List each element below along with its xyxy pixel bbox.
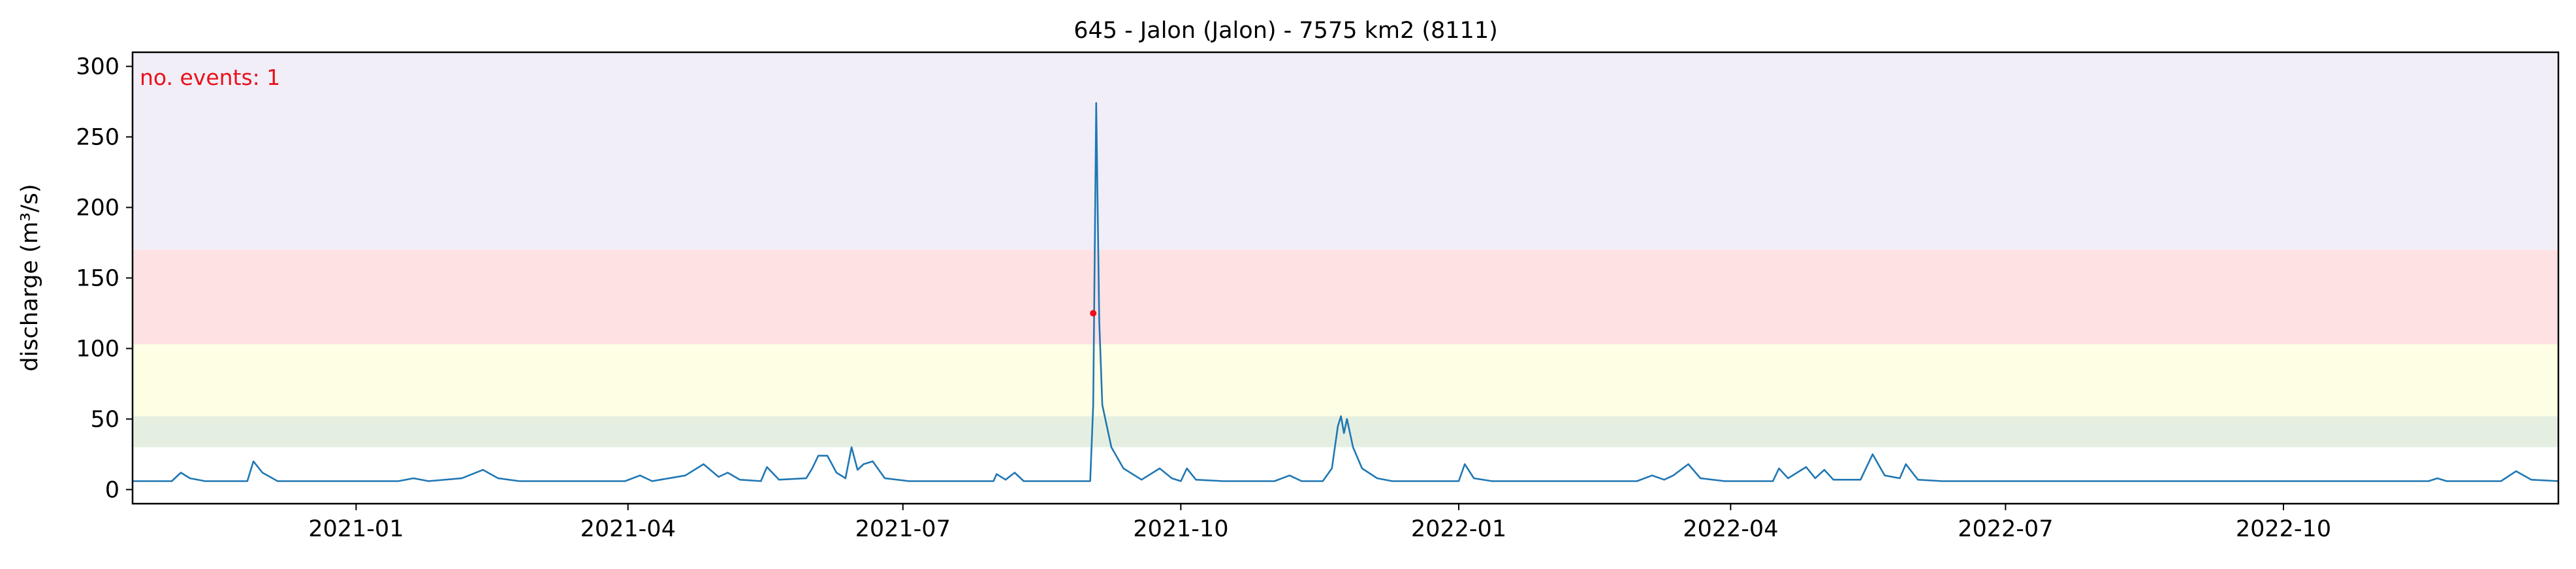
- x-tick-label-2021-10: 2021-10: [1133, 516, 1228, 542]
- x-tick-label-2021-04: 2021-04: [580, 516, 676, 542]
- x-tick-label-2022-01: 2022-01: [1411, 516, 1506, 542]
- events-count-annotation: no. events: 1: [140, 65, 280, 90]
- x-tick-label-2022-10: 2022-10: [2236, 516, 2331, 542]
- x-tick-label-2021-07: 2021-07: [855, 516, 951, 542]
- event-marker-0: [1090, 310, 1097, 317]
- y-tick-label-200: 200: [76, 195, 119, 221]
- x-axis: 2021-01 2021-04 2021-07 2021-10 2022-01 2022-…: [308, 504, 2331, 542]
- event-markers: [1090, 310, 1097, 317]
- x-tick-label-2022-04: 2022-04: [1683, 516, 1778, 542]
- chart-title: 645 - Jalon (Jalon) - 7575 km2 (8111): [1073, 18, 1498, 44]
- threshold-band-2: [133, 250, 2558, 344]
- series-group: [133, 102, 2559, 482]
- threshold-band-1: [133, 344, 2558, 417]
- y-tick-label-0: 0: [105, 477, 119, 503]
- y-tick-label-50: 50: [90, 406, 119, 432]
- y-tick-label-150: 150: [76, 266, 119, 292]
- threshold-bands: [133, 52, 2558, 447]
- threshold-band-3: [133, 52, 2558, 250]
- y-axis-label: discharge (m³/s): [17, 184, 43, 371]
- y-tick-label-300: 300: [76, 54, 119, 80]
- discharge-line-0: [133, 102, 2559, 482]
- x-tick-label-2021-01: 2021-01: [308, 516, 404, 542]
- y-axis: 0 50 100 150 200 250 300: [76, 54, 133, 503]
- y-tick-label-250: 250: [76, 125, 119, 151]
- x-tick-label-2022-07: 2022-07: [1958, 516, 2053, 542]
- y-tick-label-100: 100: [76, 336, 119, 362]
- threshold-band-0: [133, 416, 2558, 447]
